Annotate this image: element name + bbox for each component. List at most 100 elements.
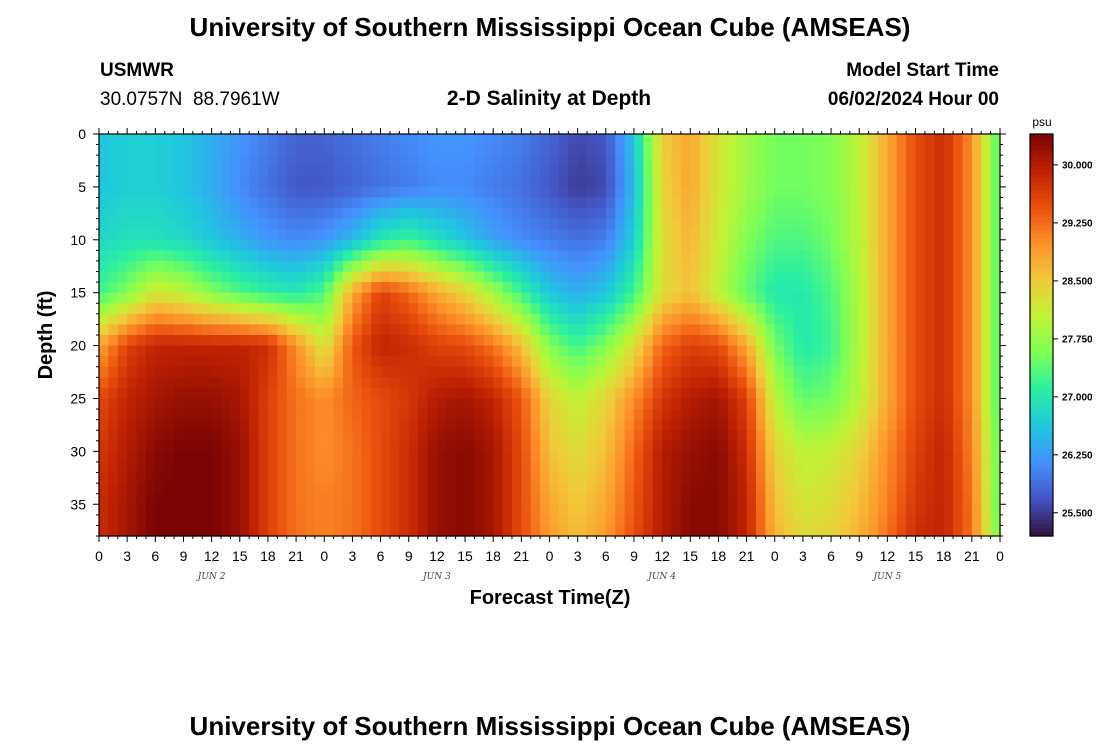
heatmap-cell [343,313,354,326]
heatmap-cell [934,239,945,251]
heatmap-cell [277,239,288,251]
heatmap-cell [540,250,551,262]
heatmap-cell [174,208,185,220]
heatmap-cell [380,176,391,188]
heatmap-cell [652,419,663,431]
heatmap-cell [474,366,485,378]
heatmap-cell [408,514,419,527]
heatmap-cell [906,345,917,357]
heatmap-cell [737,398,748,410]
heatmap-cell [230,282,241,294]
heatmap-cell [174,419,185,431]
heatmap-cell [164,208,175,220]
heatmap-cell [924,504,935,516]
heatmap-cell [849,461,860,474]
heatmap-cell [812,250,823,262]
heatmap-cell [418,335,429,347]
heatmap-cell [436,324,447,336]
heatmap-cell [859,250,870,262]
heatmap-cell [333,461,344,474]
heatmap-cell [981,504,992,516]
heatmap-cell [577,282,588,294]
heatmap-cell [427,292,438,304]
heatmap-cell [314,229,325,241]
heatmap-cell [530,324,541,336]
heatmap-cell [877,313,888,326]
heatmap-cell [549,493,560,505]
heatmap-cell [784,186,795,199]
heatmap-cell [821,398,832,410]
heatmap-cell [493,250,504,262]
heatmap-cell [727,377,738,389]
heatmap-cell [202,483,213,495]
heatmap-cell [981,282,992,294]
heatmap-cell [587,461,598,474]
heatmap-cell [718,472,729,484]
heatmap-cell [765,514,776,527]
heatmap-cell [981,165,992,177]
heatmap-cell [108,398,119,410]
heatmap-cell [371,229,382,241]
heatmap-cell [549,186,560,199]
heatmap-cell [530,366,541,378]
heatmap-cell [774,483,785,495]
heatmap-cell [202,440,213,452]
heatmap-cell [690,483,701,495]
heatmap-cell [145,430,156,442]
heatmap-cell [343,134,354,146]
heatmap-cell [267,409,278,421]
heatmap-cell [455,250,466,262]
heatmap-cell [549,282,560,294]
heatmap-cell [896,430,907,442]
heatmap-cell [511,493,522,505]
heatmap-cell [887,229,898,241]
heatmap-cell [690,197,701,209]
heatmap-cell [821,409,832,421]
heatmap-cell [849,409,860,421]
x-tick-label: 6 [151,548,159,564]
heatmap-cell [455,313,466,326]
heatmap-cell [446,250,457,262]
heatmap-cell [755,461,766,474]
heatmap-cell [474,419,485,431]
heatmap-cell [652,377,663,389]
heatmap-cell [108,504,119,516]
heatmap-cell [455,197,466,209]
heatmap-cell [352,514,363,527]
heatmap-cell [633,483,644,495]
heatmap-cell [568,144,579,156]
heatmap-cell [615,229,626,241]
heatmap-cell [737,335,748,347]
heatmap-cell [765,271,776,283]
heatmap-cell [774,186,785,199]
heatmap-cell [812,176,823,188]
heatmap-cell [868,483,879,495]
heatmap-cell [624,493,635,505]
heatmap-cell [343,387,354,400]
heatmap-cell [859,271,870,283]
heatmap-cell [427,366,438,378]
heatmap-cell [812,398,823,410]
heatmap-cell [202,134,213,146]
heatmap-cell [267,303,278,315]
heatmap-cell [934,144,945,156]
heatmap-cell [727,197,738,209]
heatmap-cell [183,134,194,146]
heatmap-cell [258,377,269,389]
colorbar-step [1030,363,1053,368]
heatmap-cell [765,451,776,463]
heatmap-cell [239,282,250,294]
heatmap-cell [530,250,541,262]
heatmap-cell [755,250,766,262]
heatmap-cell [887,250,898,262]
heatmap-cell [465,451,476,463]
heatmap-cell [540,366,551,378]
heatmap-cell [746,186,757,199]
heatmap-cell [915,504,926,516]
heatmap-cell [192,504,203,516]
heatmap-cell [887,335,898,347]
heatmap-cell [568,409,579,421]
heatmap-cell [990,387,1001,400]
heatmap-cell [436,356,447,368]
heatmap-cell [812,377,823,389]
